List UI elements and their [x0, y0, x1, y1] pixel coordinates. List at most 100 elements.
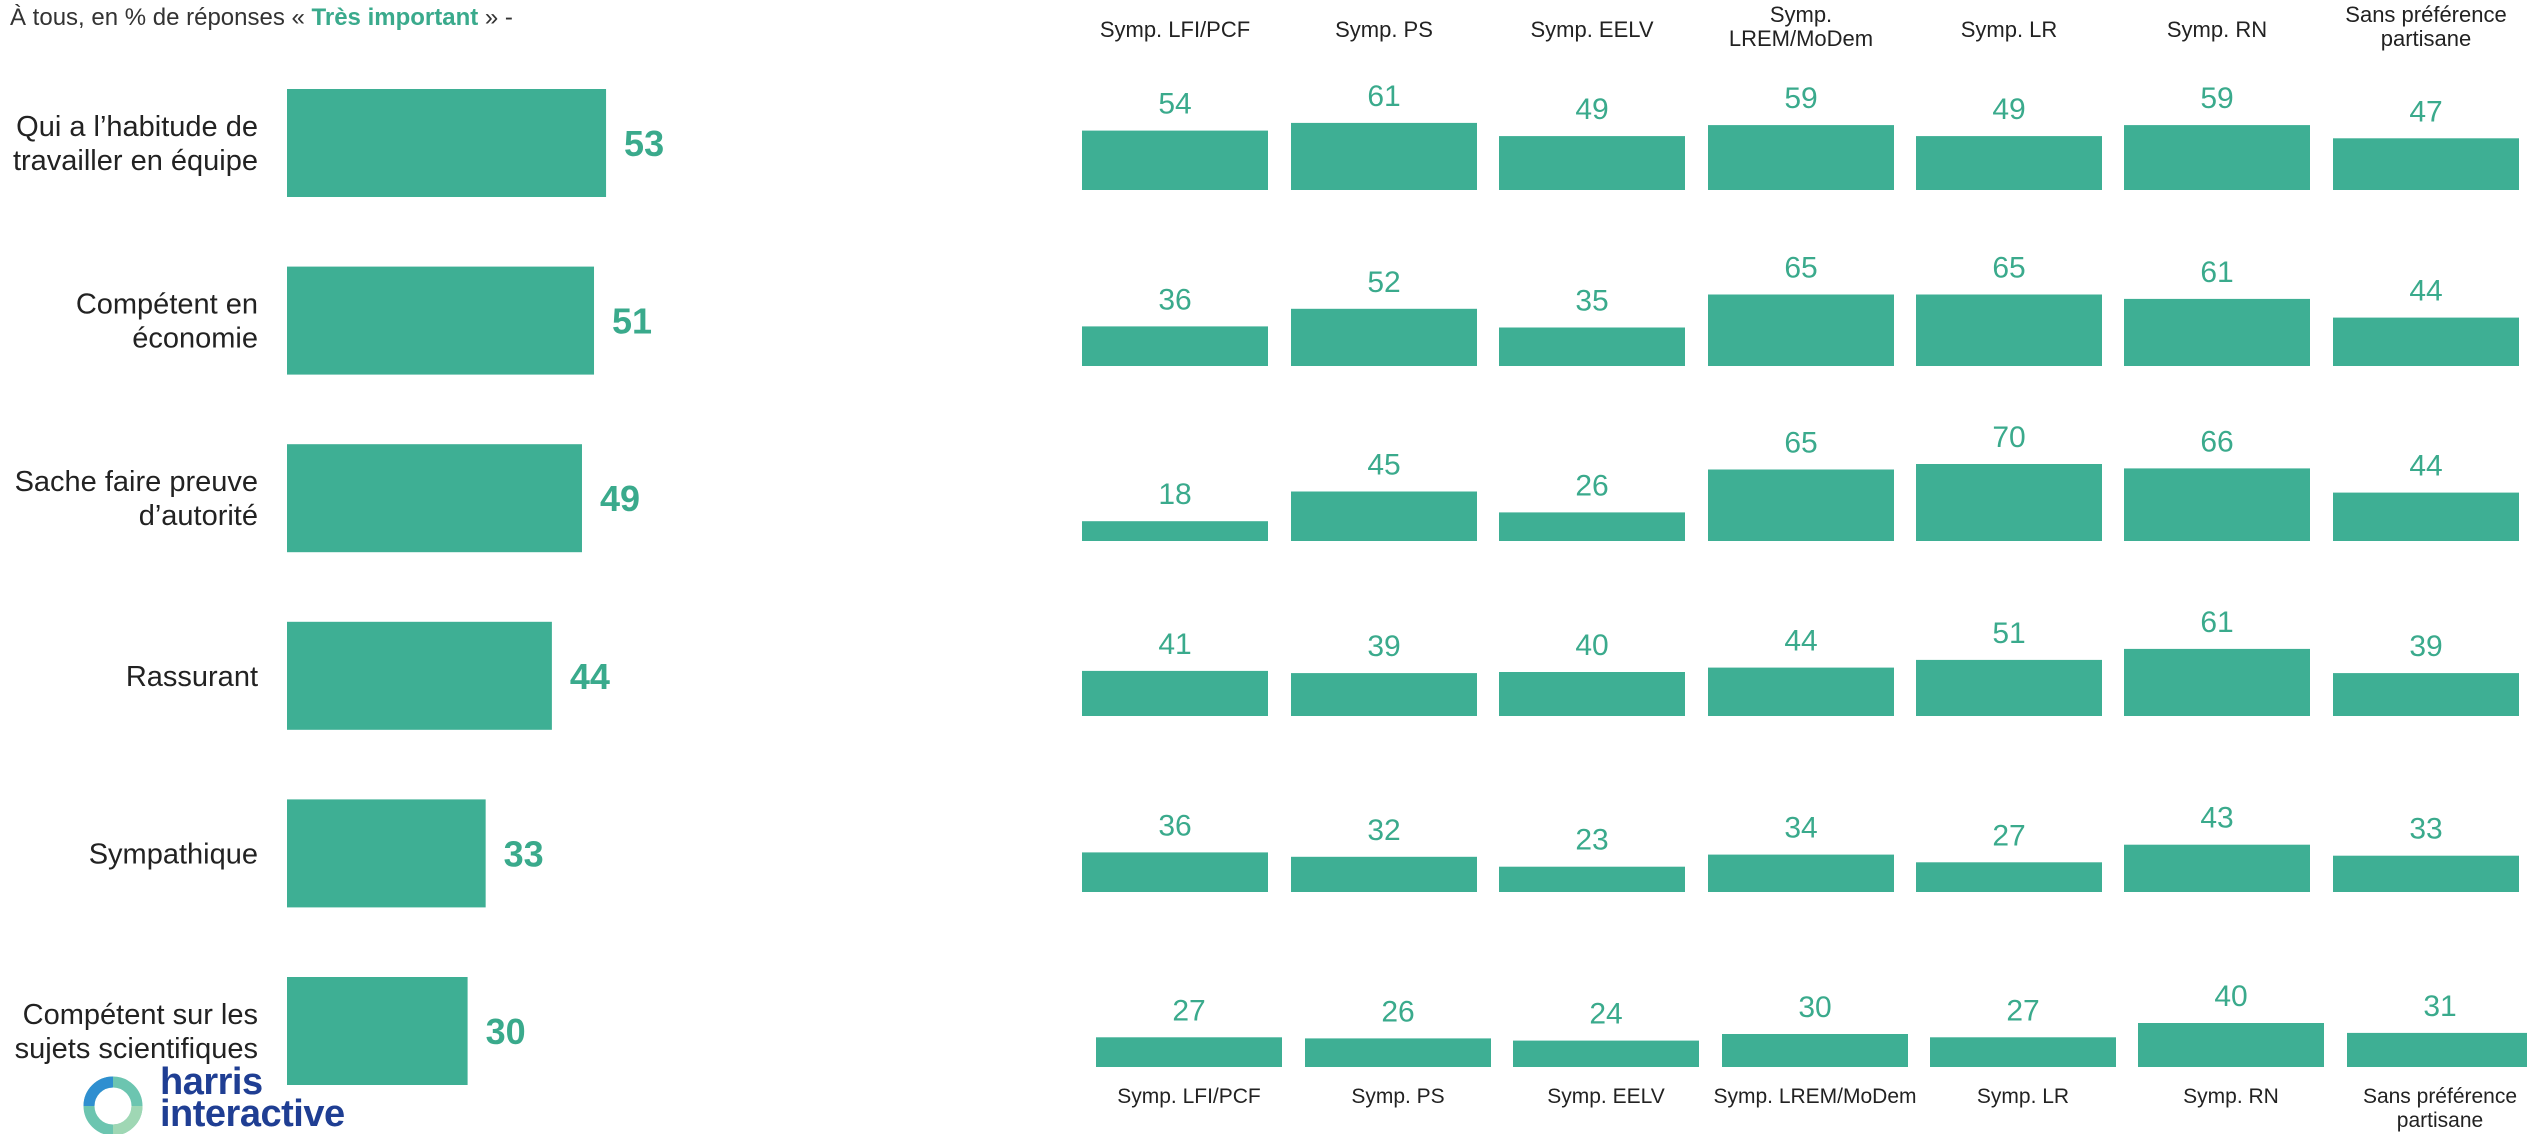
group-header-label: partisane: [2381, 26, 2472, 51]
group-bar: [2333, 492, 2519, 541]
group-bar: [1096, 1037, 1282, 1067]
group-bar-value-label: 43: [2200, 802, 2233, 835]
group-bar: [2124, 298, 2310, 366]
total-bar: [287, 89, 607, 197]
group-bar: [1291, 856, 1477, 892]
group-bar: [1291, 673, 1477, 716]
group-bar-value-label: 39: [2409, 630, 2442, 663]
group-footer-label: Symp. LR: [1977, 1085, 2069, 1108]
total-bar-value-label: 44: [570, 656, 610, 697]
group-header-label: Symp. PS: [1335, 17, 1433, 42]
group-bar: [1082, 670, 1268, 716]
category-label: travailler en équipe: [13, 145, 258, 177]
group-bar-value-label: 26: [1575, 469, 1608, 502]
group-bar: [1082, 130, 1268, 190]
total-bar-value-label: 33: [504, 833, 544, 874]
group-header-label: LREM/MoDem: [1729, 26, 1873, 51]
category-label: d’autorité: [139, 500, 258, 532]
group-bar-value-label: 34: [1784, 812, 1817, 845]
group-bar-value-label: 61: [2200, 606, 2233, 639]
group-bar-value-label: 27: [1172, 994, 1205, 1027]
group-bar: [2333, 673, 2519, 716]
group-bar-value-label: 27: [2006, 994, 2039, 1027]
group-bar-value-label: 33: [2409, 813, 2442, 846]
group-bar: [1708, 294, 1894, 366]
group-bar-value-label: 32: [1367, 814, 1400, 847]
group-bar-value-label: 65: [1992, 252, 2025, 285]
group-bar-value-label: 49: [1992, 93, 2025, 126]
total-bar: [287, 621, 552, 730]
group-bar-value-label: 40: [2214, 980, 2247, 1013]
group-bar-value-label: 36: [1158, 809, 1191, 842]
total-bar: [287, 266, 595, 375]
group-bar-value-label: 65: [1784, 427, 1817, 460]
group-bar-value-label: 47: [2409, 95, 2442, 128]
group-bar: [1708, 854, 1894, 892]
group-bar: [1305, 1038, 1491, 1067]
group-bar-value-label: 23: [1575, 824, 1608, 857]
group-bar: [1916, 862, 2102, 892]
group-bar-value-label: 52: [1367, 266, 1400, 299]
group-header-label: Symp. RN: [2167, 17, 2267, 42]
group-bar: [2347, 1032, 2527, 1067]
category-label: Compétent en: [76, 289, 258, 321]
category-label: Compétent sur les: [23, 999, 258, 1031]
group-bar: [2333, 317, 2519, 366]
harris-ring-logo-icon: [83, 1076, 143, 1134]
category-label: Sympathique: [89, 838, 258, 870]
harris-interactive-logo: harris interactive: [78, 1063, 378, 1135]
group-bar-value-label: 36: [1158, 283, 1191, 316]
group-bar-value-label: 27: [1992, 819, 2025, 852]
total-bar: [287, 977, 468, 1085]
group-bar-value-label: 59: [1784, 82, 1817, 115]
category-label: Rassurant: [126, 661, 258, 693]
group-bar: [1499, 866, 1685, 892]
group-bar: [2124, 125, 2310, 190]
group-bar-value-label: 49: [1575, 93, 1608, 126]
group-bar: [2124, 648, 2310, 716]
group-header-label: Symp. LR: [1961, 17, 2058, 42]
group-header-label: Sans préférence: [2345, 2, 2506, 27]
group-bar: [2333, 138, 2519, 190]
group-bar: [1499, 327, 1685, 366]
group-bar: [1708, 667, 1894, 716]
group-bar-value-label: 44: [2409, 275, 2442, 308]
category-label: Qui a l’habitude de: [16, 111, 258, 143]
group-bar-value-label: 41: [1158, 628, 1191, 661]
group-bar-value-label: 44: [2409, 450, 2442, 483]
logo-line-2: interactive: [160, 1093, 345, 1135]
group-bar-value-label: 30: [1798, 991, 1831, 1024]
group-bar-value-label: 26: [1381, 995, 1414, 1028]
group-bar: [2124, 468, 2310, 541]
group-bar: [1708, 469, 1894, 541]
group-bar-value-label: 54: [1158, 88, 1191, 121]
group-header-label: Symp. EELV: [1530, 17, 1653, 42]
group-bar-value-label: 45: [1367, 449, 1400, 482]
category-label: économie: [132, 323, 258, 355]
group-bar-value-label: 61: [1367, 80, 1400, 113]
group-footer-label: Symp. RN: [2183, 1085, 2279, 1108]
group-bar-value-label: 39: [1367, 630, 1400, 663]
category-label: sujets scientifiques: [15, 1033, 258, 1065]
group-bar: [1499, 512, 1685, 541]
group-bar-value-label: 70: [1992, 421, 2025, 454]
group-bar: [1513, 1040, 1699, 1067]
group-bar: [1916, 464, 2102, 541]
group-bar: [1082, 852, 1268, 892]
group-bar: [1916, 294, 2102, 366]
subtitle-suffix: » -: [478, 4, 513, 31]
group-bar: [1499, 136, 1685, 190]
group-bar-value-label: 31: [2423, 990, 2456, 1023]
group-bar: [1082, 326, 1268, 366]
total-bar: [287, 799, 486, 908]
group-bar-value-label: 18: [1158, 478, 1191, 511]
group-footer-label: partisane: [2397, 1109, 2483, 1132]
group-bar-value-label: 66: [2200, 425, 2233, 458]
group-bar: [1291, 308, 1477, 366]
group-bar-value-label: 35: [1575, 285, 1608, 318]
group-bar: [1499, 672, 1685, 716]
group-bar-value-label: 65: [1784, 252, 1817, 285]
group-bar-value-label: 24: [1589, 998, 1622, 1031]
logo-wordmark: harris interactive: [160, 1063, 345, 1135]
